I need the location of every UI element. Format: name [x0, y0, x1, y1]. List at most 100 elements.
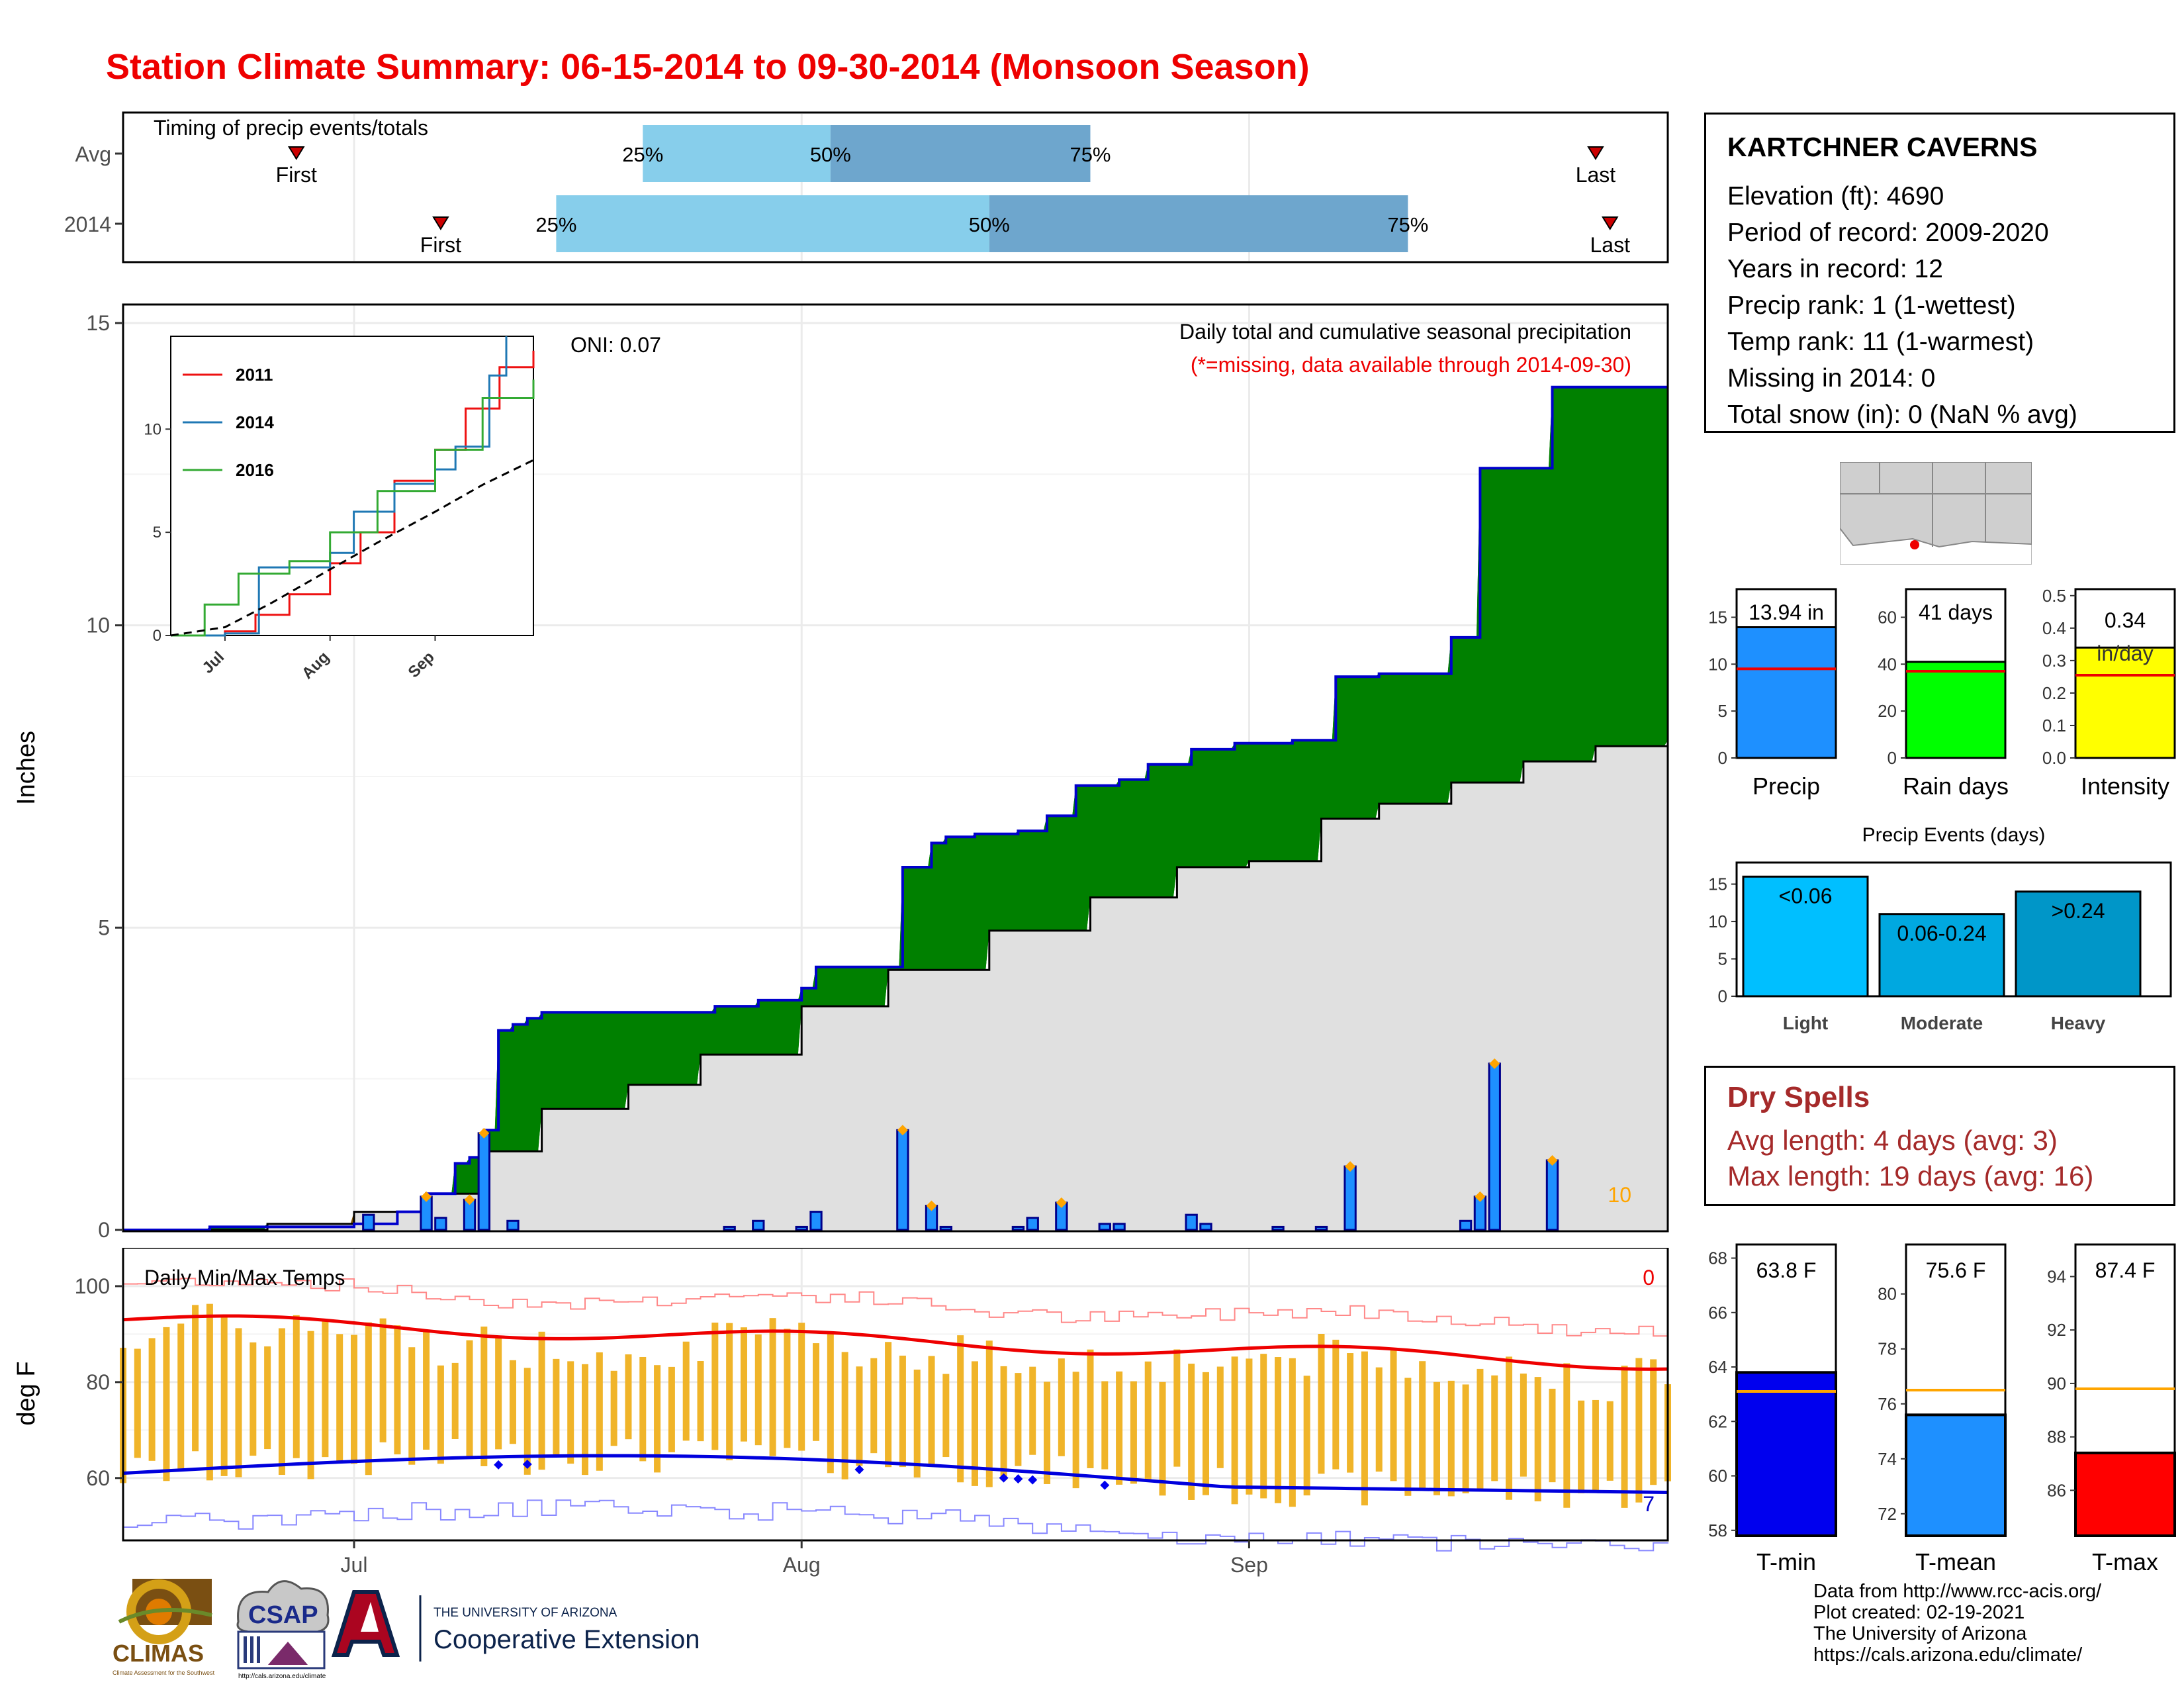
- daily-temp-bar: [625, 1354, 632, 1440]
- daily-temp-bar: [1592, 1399, 1599, 1492]
- daily-temp-bar: [408, 1347, 416, 1465]
- daily-temp-bar: [1534, 1377, 1541, 1502]
- daily-temp-bar: [379, 1318, 387, 1442]
- dry-spells-panel: Dry Spells Avg length: 4 days (avg: 3) M…: [1704, 1066, 2175, 1206]
- daily-temp-bar: [1606, 1401, 1614, 1481]
- daily-temp-bar: [1491, 1375, 1498, 1481]
- daily-temp-bar: [365, 1322, 372, 1476]
- daily-temp-bar: [971, 1361, 978, 1486]
- ua-logo-bottom-text: Cooperative Extension: [433, 1625, 700, 1654]
- x-tick-label: Jul: [341, 1553, 368, 1577]
- inset-legend-label: 2014: [236, 412, 274, 432]
- daily-temp-bar: [682, 1341, 690, 1441]
- events-tick-label: 10: [1708, 912, 1727, 931]
- daily-precip-bar: [434, 1217, 447, 1231]
- temp-summary-tick-label: 86: [2047, 1480, 2066, 1500]
- university-of-arizona-logo: THE UNIVERSITY OF ARIZONA Cooperative Ex…: [331, 1590, 700, 1662]
- daily-temp-bar: [1144, 1361, 1152, 1480]
- record-low-marker: [999, 1473, 1009, 1483]
- summary-bar-1: [1905, 661, 2007, 759]
- timing-first-label: First: [276, 163, 317, 187]
- temp-panel-title: Daily Min/Max Temps: [144, 1266, 345, 1289]
- daily-temp-bar: [1000, 1366, 1007, 1481]
- daily-temp-bar: [423, 1331, 430, 1450]
- daily-temp-bar: [1318, 1334, 1325, 1474]
- station-info-line: Temp rank: 11 (1-warmest): [1727, 328, 2034, 356]
- temp-summary-tick-label: 92: [2047, 1320, 2066, 1340]
- event-category-label: Heavy: [2051, 1013, 2106, 1033]
- temp-summary-bar-1: [1905, 1413, 2007, 1537]
- daily-temp-bar: [553, 1358, 560, 1457]
- daily-precip-marker: [926, 1200, 937, 1211]
- average-cumulative-area: [123, 740, 1668, 1230]
- daily-precip-bar: [723, 1225, 736, 1231]
- precip-y-axis-label: Inches: [13, 731, 40, 805]
- timing-first-label: First: [420, 233, 461, 257]
- daily-precip-bar: [1026, 1217, 1039, 1231]
- daily-precip-marker: [421, 1191, 432, 1202]
- daily-temp-bar: [1216, 1366, 1224, 1468]
- daily-temp-bar: [206, 1303, 213, 1481]
- timing-quartile-label: 25%: [535, 213, 576, 236]
- events-title: Precip Events (days): [1862, 824, 2046, 846]
- daily-temp-bar: [1332, 1339, 1340, 1470]
- csap-logo-subtext: http://cals.arizona.edu/climate: [238, 1673, 326, 1680]
- daily-precip-bar: [1343, 1165, 1357, 1231]
- summary-tick-label: 0.5: [2042, 586, 2066, 606]
- daily-temp-bar: [754, 1334, 762, 1446]
- record-low-marker: [1100, 1480, 1110, 1490]
- timing-bar-q50-q75: [989, 195, 1408, 252]
- daily-temp-bar: [1159, 1382, 1166, 1496]
- daily-temp-bar: [307, 1331, 314, 1479]
- y-tick-label: 60: [86, 1466, 110, 1490]
- summary-tick-label: 5: [1718, 701, 1727, 721]
- daily-temp-bar: [1173, 1349, 1181, 1467]
- timing-quartile-label: 50%: [969, 213, 1010, 236]
- daily-temp-bar: [1375, 1367, 1383, 1472]
- summary-tick-label: 20: [1878, 701, 1897, 721]
- summary-tick-label: 10: [1708, 654, 1727, 674]
- precip-frame: [122, 303, 1669, 1233]
- daily-temp-bar: [163, 1327, 170, 1481]
- summary-value-label: 13.94 in: [1749, 600, 1824, 624]
- timing-bar-q50-q75: [830, 125, 1091, 182]
- daily-temp-bar: [1650, 1359, 1657, 1485]
- daily-temp-bar: [1246, 1358, 1253, 1495]
- daily-temp-bar: [985, 1340, 993, 1487]
- x-tick-label: Aug: [783, 1553, 821, 1577]
- y-tick-label: 100: [75, 1274, 110, 1298]
- station-info-line: Elevation (ft): 4690: [1727, 182, 1944, 211]
- precip-panel-title: Daily total and cumulative seasonal prec…: [1179, 320, 1631, 344]
- temp-summary-tick-label: 66: [1708, 1303, 1727, 1323]
- temp-frame: [122, 1248, 1669, 1542]
- daily-temp-bar: [582, 1364, 589, 1476]
- temp-summary-tick-label: 64: [1708, 1357, 1727, 1377]
- y-tick-label: 5: [98, 915, 110, 939]
- daily-temp-bar: [538, 1331, 545, 1470]
- station-location-dot: [1910, 540, 1919, 549]
- record-count-label: 10: [1608, 1183, 1631, 1207]
- record-low-marker: [494, 1460, 504, 1470]
- daily-precip-bar: [1459, 1219, 1473, 1231]
- temp-summary-tick-label: 78: [1878, 1339, 1897, 1359]
- timing-quartile-label: 75%: [1069, 143, 1111, 166]
- station-info-panel: KARTCHNER CAVERNS Elevation (ft): 4690 Pe…: [1704, 113, 2175, 433]
- timing-row-label: Avg: [75, 142, 111, 166]
- temp-summary-value-label: 75.6 F: [1926, 1258, 1986, 1282]
- events-tick-label: 0: [1718, 986, 1727, 1006]
- credit-plot-created: Plot created: 02-19-2021: [1813, 1602, 2025, 1623]
- temp-summary-tick-label: 94: [2047, 1266, 2066, 1286]
- temp-summary-value-label: 63.8 F: [1756, 1258, 1817, 1282]
- daily-temp-bar: [1462, 1384, 1469, 1493]
- daily-temp-bar: [654, 1365, 661, 1473]
- summary-bar-label: Intensity: [2081, 773, 2169, 800]
- y-tick-label: 80: [86, 1370, 110, 1394]
- credit-data-source: Data from http://www.rcc-acis.org/: [1813, 1581, 2102, 1602]
- daily-temp-bar: [1404, 1378, 1412, 1496]
- daily-temp-bar: [480, 1326, 488, 1466]
- temp-summary-bar-label: T-max: [2092, 1548, 2158, 1575]
- summary-tick-label: 0.2: [2042, 683, 2066, 703]
- event-range-label: 0.06-0.24: [1897, 921, 1986, 945]
- daily-temp-bar: [1015, 1373, 1022, 1466]
- event-range-label: <0.06: [1779, 884, 1833, 908]
